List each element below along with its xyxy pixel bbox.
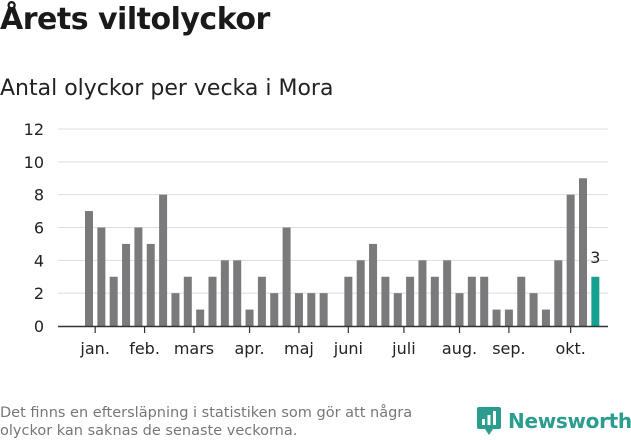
bars (85, 178, 600, 326)
newsworthy-chart-logo-icon (477, 407, 501, 435)
footnote: Det finns en eftersläpning i statistiken… (0, 405, 413, 439)
x-tick-label: sep. (492, 339, 525, 358)
bar (208, 276, 217, 326)
bar (430, 276, 439, 326)
bar (381, 276, 390, 326)
bar (443, 260, 452, 326)
bar (455, 293, 464, 326)
x-tick-label: aug. (442, 339, 477, 358)
bar (517, 276, 526, 326)
brand-name: Newsworthy (508, 409, 631, 433)
x-tick-label: jan. (79, 339, 109, 358)
bar (467, 276, 476, 326)
chart-title: Årets viltolyckor (0, 2, 270, 37)
y-tick-label: 6 (34, 219, 44, 238)
bar (554, 260, 563, 326)
bar (122, 243, 131, 326)
bar (245, 309, 254, 326)
bar (196, 309, 205, 326)
bar (85, 211, 93, 326)
bar (406, 276, 415, 326)
bar (270, 293, 279, 326)
bar (159, 194, 168, 326)
y-tick-label: 12 (24, 120, 44, 139)
bar (492, 309, 501, 326)
bar (579, 178, 587, 326)
bar (307, 293, 316, 326)
bar (541, 309, 550, 326)
bar (257, 276, 266, 326)
x-tick-label: maj (284, 339, 314, 358)
bar (344, 276, 353, 326)
x-tick-label: feb. (129, 339, 160, 358)
bar (134, 227, 143, 326)
bar (109, 276, 118, 326)
bar (233, 260, 242, 326)
bar (480, 276, 489, 326)
y-tick-label: 10 (24, 153, 44, 172)
bar (393, 293, 402, 326)
x-tick-label: juli (391, 339, 415, 358)
bar-chart: 0 2 4 6 8 10 12 jan. feb. mars apr. maj juni juli aug… (24, 120, 608, 358)
bar (282, 227, 291, 326)
y-axis-tick-labels: 0 2 4 6 8 10 12 (24, 120, 44, 336)
bar (504, 309, 513, 326)
y-tick-label: 4 (34, 251, 44, 270)
bar (171, 293, 180, 326)
bar (566, 194, 575, 326)
y-tick-label: 0 (34, 317, 44, 336)
x-tick-label: juni (333, 339, 363, 358)
brand-logo: Newsworthy (476, 406, 631, 436)
chart-subtitle: Antal olyckor per vecka i Mora (0, 76, 334, 101)
bar (319, 293, 328, 326)
x-tick-label: mars (174, 339, 214, 358)
data-labels: 3 (590, 248, 600, 267)
x-tick-label: okt. (555, 339, 585, 358)
bar (146, 243, 155, 326)
bar-current-week (591, 276, 600, 326)
bar (356, 260, 365, 326)
bar (97, 227, 106, 326)
bar (183, 276, 192, 326)
bar (294, 293, 303, 326)
bar (529, 293, 538, 326)
x-axis-ticks: jan. feb. mars apr. maj juni juli aug. sep. okt. (79, 326, 586, 358)
bar (369, 243, 378, 326)
y-tick-label: 2 (34, 284, 44, 303)
y-tick-label: 8 (34, 186, 44, 205)
x-tick-label: apr. (234, 339, 264, 358)
bar (418, 260, 427, 326)
data-label-current-week: 3 (590, 248, 600, 267)
bar (220, 260, 229, 326)
